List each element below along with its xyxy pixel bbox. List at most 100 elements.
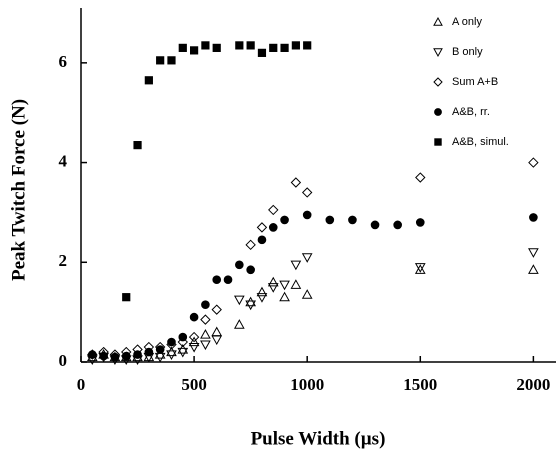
point: [200, 314, 211, 325]
legend-marker: [433, 48, 443, 58]
x-axis-label: Pulse Width (µs): [251, 428, 386, 449]
legend-label: Sum A+B: [452, 76, 498, 88]
point: [110, 352, 120, 362]
x-tick-label: 2000: [516, 375, 550, 394]
point: [280, 215, 289, 225]
point: [290, 260, 302, 271]
point: [268, 204, 279, 216]
point: [211, 326, 223, 337]
point: [144, 347, 154, 357]
point: [211, 335, 223, 346]
point: [415, 172, 426, 183]
point: [99, 351, 108, 361]
point: [177, 344, 189, 354]
y-tick-label: 2: [59, 251, 68, 270]
point: [393, 220, 402, 230]
point: [223, 275, 233, 285]
point: [290, 279, 302, 289]
legend-marker: [433, 77, 443, 87]
point: [414, 263, 426, 273]
legend-label: A&B, rr.: [452, 106, 490, 118]
y-axis-label: Peak Twitch Force (N): [8, 99, 29, 281]
point: [257, 235, 267, 245]
point: [268, 223, 278, 232]
point: [267, 283, 279, 293]
point: [235, 260, 244, 270]
point: [269, 43, 278, 52]
point: [122, 293, 131, 302]
point: [528, 157, 539, 168]
point: [178, 43, 187, 52]
point: [257, 48, 267, 57]
point: [256, 293, 268, 303]
legend-marker: [433, 16, 443, 26]
point: [301, 289, 313, 299]
point: [201, 41, 210, 50]
point: [279, 280, 290, 291]
point: [166, 346, 177, 357]
point: [212, 275, 222, 285]
point: [415, 218, 425, 227]
point: [189, 46, 199, 55]
point: [303, 41, 312, 50]
point: [348, 215, 357, 225]
point: [87, 350, 97, 359]
legend-label: A&B, simul.: [452, 136, 509, 148]
point: [245, 296, 256, 307]
legend-label: A only: [452, 16, 482, 28]
point: [370, 220, 380, 230]
point: [156, 56, 165, 65]
point: [256, 286, 268, 297]
point: [245, 239, 256, 251]
point: [121, 351, 131, 361]
x-tick-label: 1500: [403, 375, 437, 394]
point: [302, 210, 312, 220]
point: [290, 177, 302, 188]
point: [188, 331, 200, 343]
point: [529, 213, 538, 222]
point: [200, 329, 211, 339]
point: [167, 56, 176, 65]
point: [133, 141, 142, 150]
point: [154, 352, 166, 363]
x-tick-label: 1000: [290, 375, 324, 394]
point: [177, 336, 188, 348]
point: [246, 41, 255, 50]
point: [280, 43, 289, 52]
point: [256, 222, 268, 233]
point: [133, 350, 142, 359]
point: [279, 291, 290, 302]
point: [155, 345, 165, 354]
point: [189, 312, 199, 322]
point: [144, 76, 153, 85]
point: [301, 187, 313, 198]
point: [212, 43, 221, 52]
point: [166, 350, 177, 361]
point: [245, 300, 256, 311]
legend-marker: [434, 108, 442, 116]
legend-marker: [434, 138, 442, 146]
x-tick-label: 0: [77, 375, 86, 394]
point: [528, 264, 539, 274]
x-tick-label: 500: [181, 375, 207, 394]
y-tick-label: 6: [59, 52, 68, 71]
point: [188, 336, 200, 347]
point: [301, 253, 313, 263]
y-tick-label: 4: [59, 151, 68, 170]
point: [211, 304, 222, 315]
point: [325, 215, 335, 225]
point: [188, 342, 200, 353]
point: [233, 319, 245, 329]
legend-label: B only: [452, 46, 483, 58]
point: [178, 332, 188, 342]
point: [201, 300, 210, 309]
point: [414, 264, 426, 274]
point: [267, 276, 279, 287]
point: [200, 340, 211, 351]
y-tick-label: 0: [59, 351, 68, 370]
point: [246, 265, 255, 275]
point: [291, 41, 300, 50]
point: [528, 248, 539, 258]
point: [233, 295, 245, 306]
